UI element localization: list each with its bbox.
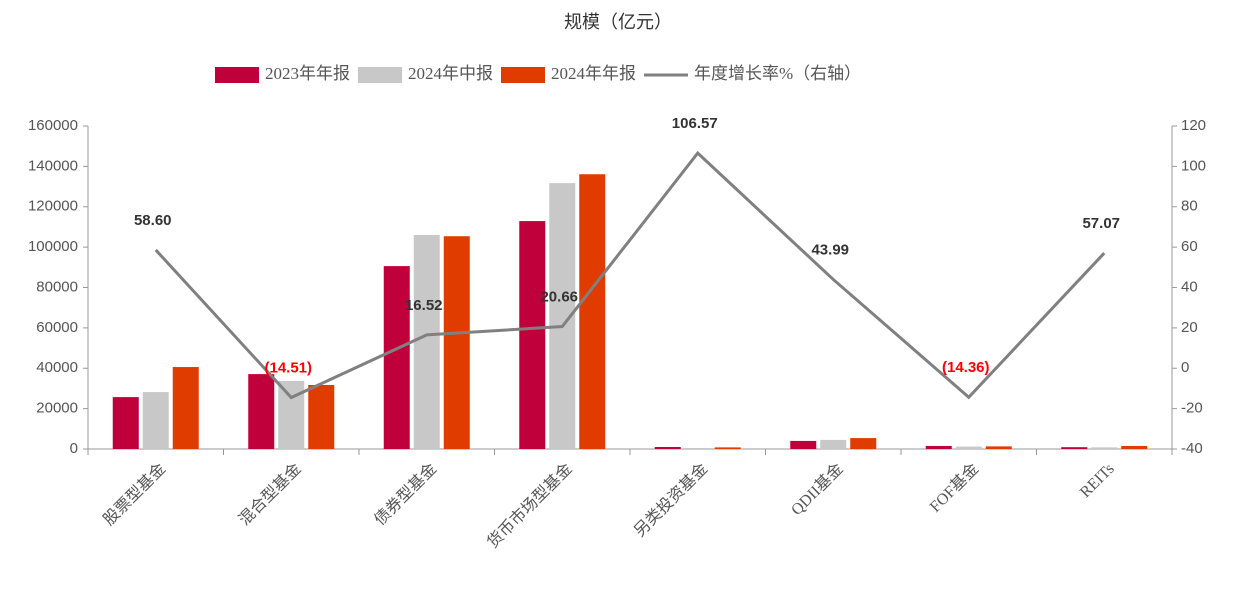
y2-tick-label: 20: [1181, 319, 1198, 336]
data-label: (14.36): [942, 359, 990, 376]
x-tick-label: QDII基金: [787, 460, 846, 519]
y-tick-label: 120000: [28, 198, 78, 215]
bar: [1121, 445, 1148, 449]
legend-label: 2023年年报: [265, 64, 350, 83]
legend-swatch: [215, 67, 259, 83]
y-tick-label: 40000: [36, 359, 78, 376]
y-tick-label: 0: [70, 440, 78, 457]
x-tick-label: 股票型基金: [100, 460, 169, 529]
bar: [714, 447, 741, 449]
bar: [684, 447, 711, 449]
bar: [172, 367, 199, 449]
y2-tick-label: 0: [1181, 359, 1189, 376]
bar: [413, 235, 440, 449]
data-label: 106.57: [672, 115, 718, 132]
legend-swatch: [358, 67, 402, 83]
bar: [308, 385, 335, 449]
y-tick-label: 20000: [36, 400, 78, 417]
bar: [142, 392, 169, 449]
legend-swatch: [501, 67, 545, 83]
bar: [1091, 447, 1118, 449]
bar: [820, 439, 847, 449]
bar: [383, 266, 410, 449]
y-tick-label: 100000: [28, 238, 78, 255]
y2-tick-label: -40: [1181, 440, 1203, 457]
bar: [443, 236, 470, 449]
data-label: (14.51): [264, 360, 312, 377]
x-tick-label: 债券型基金: [371, 460, 440, 529]
x-tick-label: REITs: [1077, 460, 1118, 501]
legend-label: 2024年中报: [408, 64, 493, 83]
bar: [925, 445, 952, 449]
y-tick-label: 60000: [36, 319, 78, 336]
data-label: 58.60: [134, 212, 172, 229]
bar: [1061, 447, 1088, 449]
bar: [112, 397, 139, 449]
legend: 2023年年报 2024年中报 2024年年报 年度增长率%（右轴）: [215, 64, 861, 83]
line: [154, 150, 1106, 400]
data-label: 57.07: [1082, 215, 1120, 232]
y2-tick-label: -20: [1181, 400, 1203, 417]
y2-tick-label: 60: [1181, 238, 1198, 255]
x-tick-label: 混合型基金: [235, 460, 304, 529]
y2-tick-label: 100: [1181, 157, 1206, 174]
y2-tick-label: 40: [1181, 278, 1198, 295]
bar: [790, 440, 817, 449]
legend-label: 年度增长率%（右轴）: [694, 64, 861, 83]
data-label: 16.52: [405, 297, 443, 314]
bar: [985, 446, 1012, 449]
bar: [955, 446, 982, 449]
bar: [850, 438, 877, 449]
y-tick-label: 140000: [28, 157, 78, 174]
x-tick-label: FOF基金: [926, 460, 982, 516]
bar: [579, 174, 606, 450]
y2-tick-label: 120: [1181, 117, 1206, 134]
bar: [519, 221, 546, 449]
bar: [654, 446, 681, 449]
y2-tick-label: 80: [1181, 198, 1198, 215]
y-tick-label: 160000: [28, 117, 78, 134]
bar: [248, 374, 275, 449]
bar: [278, 380, 305, 449]
data-label: 43.99: [811, 241, 849, 258]
y-tick-label: 80000: [36, 278, 78, 295]
chart-title: 规模（亿元）: [564, 12, 672, 32]
x-tick-label: 另类投资基金: [631, 460, 712, 541]
data-label: 20.66: [540, 289, 578, 306]
legend-label: 2024年年报: [551, 64, 636, 83]
x-tick-label: 货币市场型基金: [484, 460, 576, 552]
